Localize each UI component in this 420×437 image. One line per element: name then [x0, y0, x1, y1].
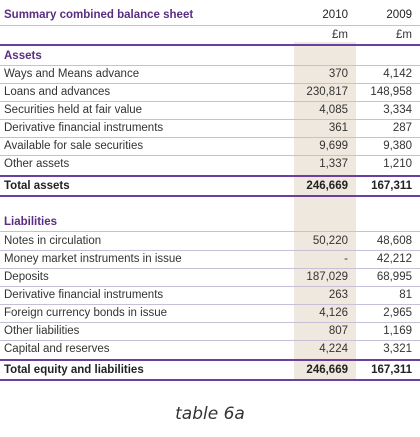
value-2009: 3,321 — [383, 343, 412, 355]
assets-heading-row: Assets — [0, 47, 420, 65]
row-divider — [0, 322, 420, 323]
value-2010: 9,699 — [319, 140, 348, 152]
table-row: Notes in circulation 50,220 48,608 — [0, 232, 420, 250]
table-row: Other assets 1,337 1,210 — [0, 155, 420, 173]
year-2010-column-shade — [294, 42, 356, 380]
table-title: Summary combined balance sheet — [4, 9, 194, 21]
row-divider — [0, 101, 420, 102]
value-2010: 263 — [328, 289, 348, 301]
table-row: Money market instruments in issue - 42,2… — [0, 250, 420, 268]
table-row: Derivative financial instruments 263 81 — [0, 286, 420, 304]
value-2009: 2,965 — [383, 307, 412, 319]
value-2010: 370 — [328, 68, 348, 80]
value-2009: 287 — [392, 122, 412, 134]
unit-row: £m £m — [0, 26, 420, 44]
row-label: Other assets — [4, 158, 70, 170]
row-divider — [0, 286, 420, 287]
total-assets-label: Total assets — [4, 180, 70, 192]
row-label: Other liabilities — [4, 325, 80, 337]
row-label: Notes in circulation — [4, 235, 102, 247]
value-2010: - — [344, 253, 348, 265]
table-caption: table 6a — [175, 404, 245, 424]
row-divider — [0, 304, 420, 305]
assets-heading: Assets — [4, 50, 42, 62]
table-row: Securities held at fair value 4,085 3,33… — [0, 101, 420, 119]
row-divider — [0, 119, 420, 120]
total-liabilities-bottom-rule — [0, 379, 420, 381]
total-assets-row: Total assets 246,669 167,311 — [0, 177, 420, 195]
balance-sheet-table: Summary combined balance sheet 2010 2009… — [0, 6, 420, 381]
unit-2009: £m — [396, 29, 412, 41]
total-liabilities-top-rule — [0, 359, 420, 361]
table-row: Derivative financial instruments 361 287 — [0, 119, 420, 137]
total-liabilities-row: Total equity and liabilities 246,669 167… — [0, 361, 420, 379]
table-row: Other liabilities 807 1,169 — [0, 322, 420, 340]
value-2010: 4,126 — [319, 307, 348, 319]
value-2009: 3,334 — [383, 104, 412, 116]
table-row: Available for sale securities 9,699 9,38… — [0, 137, 420, 155]
total-liabilities-2009: 167,311 — [371, 364, 412, 376]
value-2009: 148,958 — [370, 86, 412, 98]
value-2010: 807 — [328, 325, 348, 337]
total-liabilities-2010: 246,669 — [306, 364, 348, 376]
row-label: Foreign currency bonds in issue — [4, 307, 167, 319]
value-2010: 230,817 — [306, 86, 348, 98]
value-2009: 1,210 — [383, 158, 412, 170]
total-assets-2010: 246,669 — [306, 180, 348, 192]
table-row: Foreign currency bonds in issue 4,126 2,… — [0, 304, 420, 322]
row-divider — [0, 155, 420, 156]
table-row: Loans and advances 230,817 148,958 — [0, 83, 420, 101]
row-divider — [0, 137, 420, 138]
row-divider — [0, 268, 420, 269]
header-divider — [0, 25, 420, 26]
table-row: Deposits 187,029 68,995 — [0, 268, 420, 286]
row-label: Deposits — [4, 271, 49, 283]
header-bottom-rule — [0, 44, 420, 46]
value-2009: 68,995 — [376, 271, 412, 283]
row-label: Loans and advances — [4, 86, 111, 98]
value-2010: 4,085 — [319, 104, 348, 116]
value-2010: 361 — [328, 122, 348, 134]
row-label: Securities held at fair value — [4, 104, 143, 116]
row-divider — [0, 250, 420, 251]
unit-2010: £m — [332, 29, 348, 41]
year-2010-header: 2010 — [322, 9, 348, 21]
value-2010: 1,337 — [319, 158, 348, 170]
value-2009: 81 — [399, 289, 412, 301]
row-label: Derivative financial instruments — [4, 122, 164, 134]
row-label: Money market instruments in issue — [4, 253, 182, 265]
row-divider — [0, 340, 420, 341]
total-assets-2009: 167,311 — [371, 180, 412, 192]
row-divider — [0, 231, 420, 232]
table-row: Ways and Means advance 370 4,142 — [0, 65, 420, 83]
value-2010: 50,220 — [312, 235, 348, 247]
total-assets-bottom-rule — [0, 195, 420, 197]
value-2009: 1,169 — [383, 325, 412, 337]
value-2010: 187,029 — [306, 271, 348, 283]
row-label: Capital and reserves — [4, 343, 110, 355]
value-2009: 42,212 — [376, 253, 412, 265]
row-divider — [0, 83, 420, 84]
table-row: Capital and reserves 4,224 3,321 — [0, 340, 420, 358]
value-2009: 48,608 — [376, 235, 412, 247]
row-label: Available for sale securities — [4, 140, 144, 152]
value-2010: 4,224 — [319, 343, 348, 355]
liabilities-heading-row: Liabilities — [0, 213, 420, 231]
total-liabilities-label: Total equity and liabilities — [4, 364, 144, 376]
row-label: Derivative financial instruments — [4, 289, 164, 301]
liabilities-heading: Liabilities — [4, 216, 58, 228]
row-divider — [0, 65, 420, 66]
year-2009-header: 2009 — [386, 9, 412, 21]
row-label: Ways and Means advance — [4, 68, 140, 80]
value-2009: 9,380 — [383, 140, 412, 152]
table-header-row: Summary combined balance sheet 2010 2009 — [0, 6, 420, 24]
value-2009: 4,142 — [383, 68, 412, 80]
total-assets-top-rule — [0, 175, 420, 177]
